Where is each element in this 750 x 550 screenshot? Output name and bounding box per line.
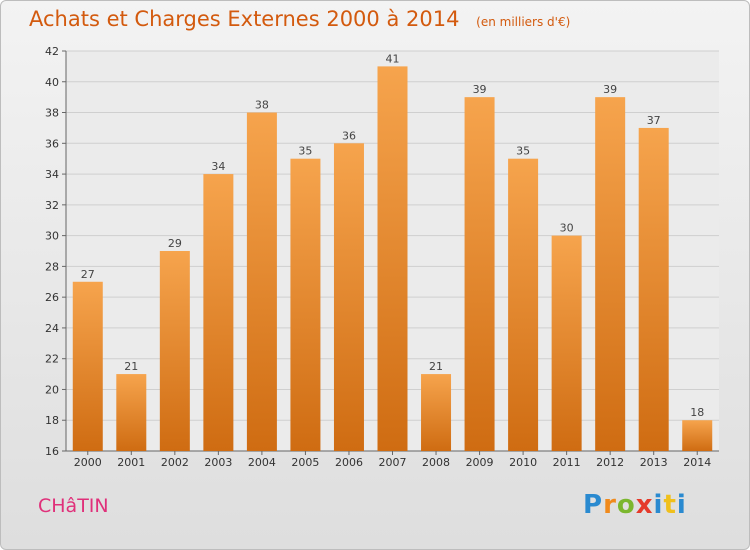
bar-2003 xyxy=(203,174,234,452)
data-label-2011: 30 xyxy=(560,222,574,235)
y-tick-label: 26 xyxy=(45,291,59,304)
x-tick-label-2013: 2013 xyxy=(640,456,668,469)
x-tick-label-2012: 2012 xyxy=(596,456,624,469)
bar-2002 xyxy=(159,251,190,451)
y-tick-label: 28 xyxy=(45,260,59,273)
bar-2004 xyxy=(246,112,277,452)
labels: 27 21 29 34 38 35 36 41 21 39 35 30 39 37 18 xyxy=(81,52,704,419)
data-label-2003: 34 xyxy=(211,160,225,173)
bar-2007 xyxy=(377,66,408,451)
bars xyxy=(72,66,713,452)
y-tick-label: 18 xyxy=(45,414,59,427)
bar-2000 xyxy=(72,281,103,451)
data-label-2007: 41 xyxy=(386,52,400,65)
bar-2006 xyxy=(333,143,364,452)
bar-2005 xyxy=(290,158,321,451)
x-tick-label-2004: 2004 xyxy=(248,456,276,469)
x-tick-label-2005: 2005 xyxy=(291,456,319,469)
data-label-2012: 39 xyxy=(603,83,617,96)
bar-2013 xyxy=(638,127,669,451)
x-tick-label-2000: 2000 xyxy=(74,456,102,469)
y-tick-label: 22 xyxy=(45,353,59,366)
x-tick-label-2011: 2011 xyxy=(553,456,581,469)
x-tick-label-2009: 2009 xyxy=(466,456,494,469)
y-tick-label: 36 xyxy=(45,137,59,150)
x-tick-label-2008: 2008 xyxy=(422,456,450,469)
data-label-2000: 27 xyxy=(81,268,95,281)
data-label-2002: 29 xyxy=(168,237,182,250)
bar-2009 xyxy=(464,97,495,452)
y-tick-label: 42 xyxy=(45,45,59,58)
proxiti-logo: Proxiti xyxy=(583,490,687,520)
bar-2012 xyxy=(595,97,626,452)
data-label-2001: 21 xyxy=(124,360,138,373)
x-tick-label-2007: 2007 xyxy=(379,456,407,469)
chart-title: Achats et Charges Externes 2000 à 2014 (… xyxy=(29,7,570,31)
commune-name: CHâTIN xyxy=(38,495,109,517)
bar-2008 xyxy=(421,374,452,451)
data-label-2005: 35 xyxy=(298,145,312,158)
data-label-2010: 35 xyxy=(516,145,530,158)
y-tick-label: 38 xyxy=(45,107,59,120)
data-label-2014: 18 xyxy=(690,406,704,419)
bar-2001 xyxy=(116,374,147,451)
data-label-2009: 39 xyxy=(473,83,487,96)
y-tick-label: 30 xyxy=(45,230,59,243)
x-tick-label-2006: 2006 xyxy=(335,456,363,469)
y-tick-label: 24 xyxy=(45,322,59,335)
y-tick-label: 16 xyxy=(45,445,59,458)
y-tick-label: 40 xyxy=(45,76,59,89)
data-label-2006: 36 xyxy=(342,129,356,142)
bar-2010 xyxy=(508,158,539,451)
x-tick-label-2010: 2010 xyxy=(509,456,537,469)
x-tick-label-2014: 2014 xyxy=(683,456,711,469)
bar-2014 xyxy=(682,420,713,451)
bar-2011 xyxy=(551,235,582,451)
x-tick-label-2001: 2001 xyxy=(117,456,145,469)
data-label-2008: 21 xyxy=(429,360,443,373)
y-tick-label: 34 xyxy=(45,168,59,181)
y-tick-label: 32 xyxy=(45,199,59,212)
chart-title-text: Achats et Charges Externes 2000 à 2014 xyxy=(29,7,460,31)
y-tick-label: 20 xyxy=(45,383,59,396)
x-tick-label-2003: 2003 xyxy=(204,456,232,469)
data-label-2013: 37 xyxy=(647,114,661,127)
x-tick-label-2002: 2002 xyxy=(161,456,189,469)
chart-subtitle: (en milliers d'€) xyxy=(476,15,571,29)
data-label-2004: 38 xyxy=(255,99,269,112)
